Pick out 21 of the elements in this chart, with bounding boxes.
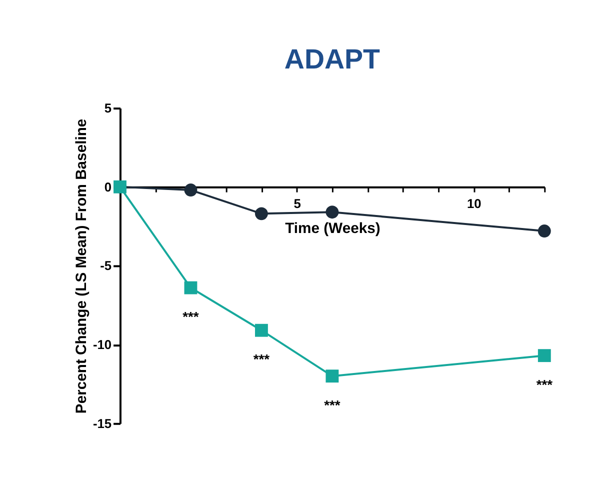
y-tick-label: 0 [104,179,112,194]
y-tick-label: -10 [92,337,112,352]
point [326,370,339,383]
x-tick-label: 10 [467,196,482,212]
y-axis-title: Percent Change (LS Mean) From Baseline [74,118,90,414]
annotation: *** [253,351,270,368]
point [326,206,339,219]
point [538,349,551,362]
point [255,324,268,337]
annotation: *** [324,396,341,413]
chart-title: ADAPT [284,43,380,74]
point [538,224,551,238]
annotation: *** [536,376,554,392]
x-axis-title: Time (Weeks) [285,220,380,237]
y-tick-label: -5 [100,258,112,274]
annotation: *** [182,308,200,324]
y-tick-label: -15 [92,416,112,431]
y-tick-label: 5 [104,100,112,116]
point [184,281,198,294]
point [184,184,198,196]
point [255,207,268,220]
